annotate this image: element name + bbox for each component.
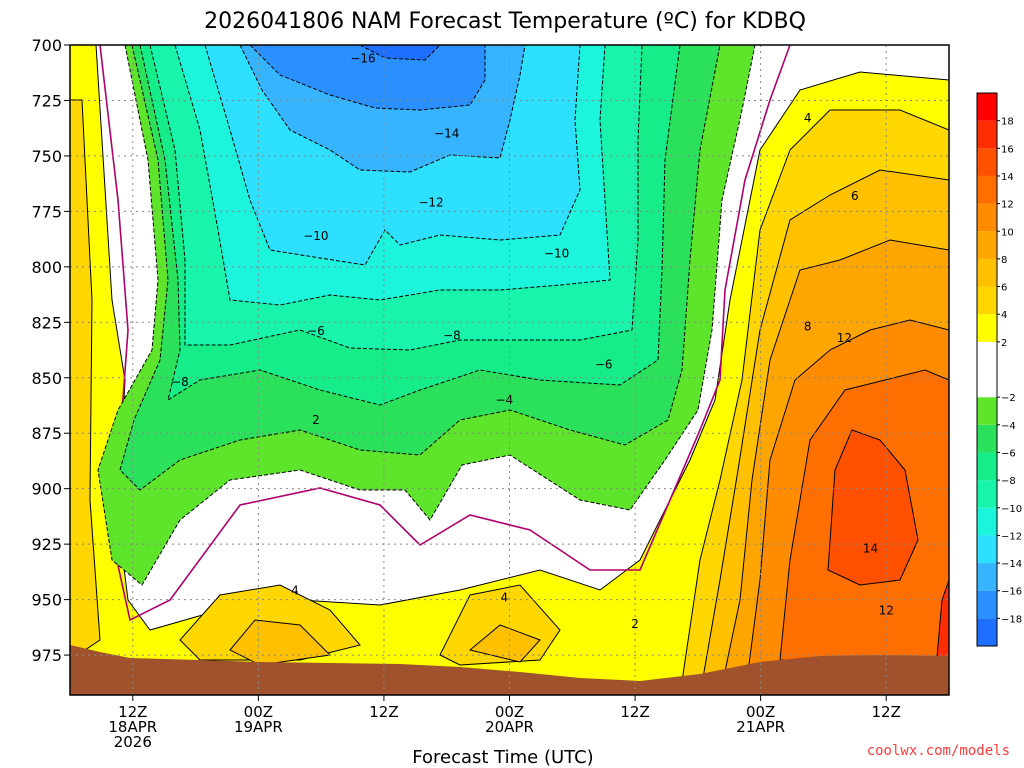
x-tick-label: 21APR [736,718,785,736]
legend-swatch [977,535,997,564]
x-tick-label: 00Z [746,703,775,721]
legend-label: −8 [1001,476,1016,487]
contour-labels: −16 −14 −12 −10 −10 −6 −8 −8 −6 −4 2 4 4 2 4 6 8 12 14 12 [171,51,894,631]
legend-swatch [977,590,997,619]
y-tick-label: 800 [31,258,62,277]
contour-label: 2 [312,413,320,427]
contour-label: −4 [495,393,513,407]
x-tick-label: 2026 [114,733,152,751]
band-cold-blue [249,45,486,111]
y-tick-label: 900 [31,480,62,499]
y-tick-label: 850 [31,369,62,388]
contour-label: 4 [804,111,812,125]
contour-label: 6 [851,189,859,203]
x-tick-label: 20APR [485,718,534,736]
band-cold-deep-blue [359,45,441,61]
y-tick-label: 725 [31,91,62,110]
y-tick-label: 950 [31,591,62,610]
plot-area [70,45,949,695]
legend-swatch [977,341,997,398]
contour-label: −14 [434,127,459,141]
legend-label: 2 [1001,338,1007,349]
contour-label: 2 [631,617,639,631]
y-tick-label: 825 [31,313,62,332]
ground-below-surface [70,645,949,695]
contour-label: 12 [879,604,894,618]
legend-label: 18 [1001,117,1014,128]
contour-label: 14 [863,542,878,556]
x-tick-label: 12Z [620,703,649,721]
legend-frame [976,92,998,647]
legend-swatch [977,563,997,591]
contour-label: −10 [303,229,328,243]
legend-label: 12 [1001,200,1014,211]
legend-label: −14 [1001,559,1022,570]
contour-label: 8 [804,320,812,334]
contour-label: 12 [837,331,852,345]
legend-label: −18 [1001,614,1022,625]
y-tick-label: 875 [31,424,62,443]
legend-label: −4 [1001,421,1016,432]
x-tick-label: 12Z [118,703,147,721]
y-tick-label: 925 [31,535,62,554]
legend-label: −12 [1001,531,1022,542]
legend-label: 16 [1001,144,1014,155]
x-tick-label: 00Z [244,703,273,721]
contour-label: −6 [307,324,325,338]
x-axis-label: Forecast Time (UTC) [412,747,593,768]
legend-swatch [977,93,997,121]
legend-label: 14 [1001,172,1014,183]
legend-swatch [977,258,997,287]
legend-swatch [977,618,997,646]
legend-swatch [977,231,997,259]
contour-label: −12 [418,196,443,210]
contour-label: −10 [544,247,569,261]
color-legend: −18 −16 −14 −12 −10 −8 −6 −4 −2 2 4 6 8 10 12 14 16 18 [976,92,1022,647]
x-tick-label: 00Z [495,703,524,721]
legend-swatch [977,397,997,425]
legend-label: −6 [1001,448,1016,459]
legend-label: −16 [1001,587,1022,598]
legend-swatch [977,203,997,232]
x-tick-label: 18APR [108,718,157,736]
legend-swatch [977,286,997,315]
x-tick-label: 19APR [234,718,283,736]
y-axis: 700 725 750 775 800 825 850 875 900 925 950 975 [31,36,70,665]
y-tick-label: 975 [31,646,62,665]
contour-label: −8 [171,375,189,389]
legend-label: 6 [1001,283,1007,294]
legend-swatch [977,314,997,342]
legend-label: 8 [1001,255,1007,266]
legend-swatch [977,452,997,481]
x-tick-label: 12Z [369,703,398,721]
legend-swatch [977,120,997,149]
band-red [827,429,919,586]
x-tick-label: 12Z [872,703,901,721]
legend-label: 4 [1001,310,1007,321]
legend-swatch [977,148,997,176]
legend-swatch [977,175,997,204]
legend-label: 10 [1001,227,1014,238]
contour-label: −6 [595,357,613,371]
grid-lines [70,44,949,695]
contour-label: −16 [350,51,375,65]
legend-label: −2 [1001,393,1016,404]
credit-text[interactable]: coolwx.com/models [867,743,1010,759]
y-tick-label: 750 [31,147,62,166]
contour-label: 4 [291,584,299,598]
y-tick-label: 700 [31,36,62,55]
chart-title: 2026041806 NAM Forecast Temperature (ºC)… [204,9,806,34]
contour-label: −8 [443,329,461,343]
legend-label: −10 [1001,504,1022,515]
y-tick-label: 775 [31,202,62,221]
legend-swatch [977,507,997,536]
legend-swatch [977,480,997,508]
contour-label: 4 [500,590,508,604]
legend-swatch [977,424,997,453]
